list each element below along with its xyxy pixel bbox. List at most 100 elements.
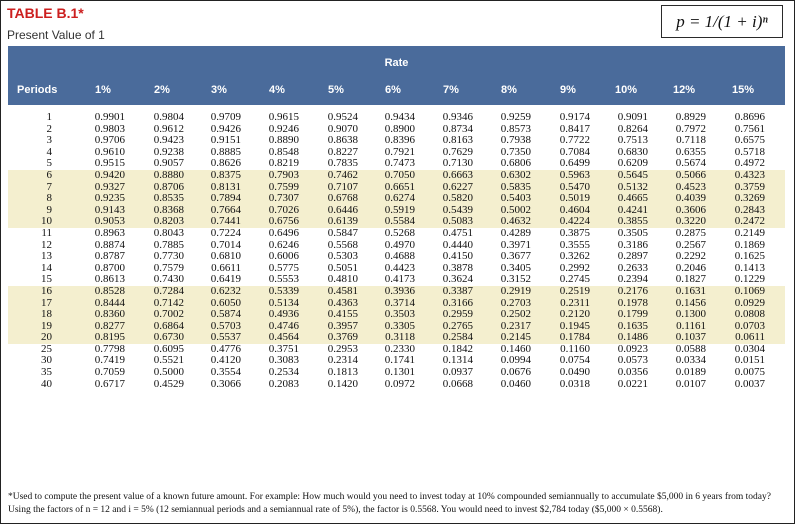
factor-cell: 0.2046 <box>675 261 706 274</box>
factor-cell: 0.3262 <box>559 250 590 263</box>
factor-cell: 0.9612 <box>153 122 184 135</box>
table-row: 8 0.9235 0.8535 0.7894 0.7307 0.6768 0.6274 0.5… <box>8 192 785 205</box>
factor-cell: 0.6095 <box>153 342 184 355</box>
factor-cell: 0.1741 <box>384 354 415 367</box>
table-row: 18 0.8360 0.7002 0.5874 0.4936 0.4155 0.3503 0.… <box>8 308 785 321</box>
factor-cell: 0.0703 <box>734 319 765 332</box>
factor-cell: 0.3220 <box>675 215 706 228</box>
factor-cell: 0.4155 <box>327 308 358 321</box>
factor-cell: 0.9709 <box>210 111 241 123</box>
factor-cell: 0.1486 <box>617 331 648 344</box>
factor-cell: 0.1635 <box>617 319 648 332</box>
factor-cell: 0.3083 <box>268 354 299 367</box>
table-row: 15 0.8613 0.7430 0.6419 0.5553 0.4810 0.4173 0.… <box>8 273 785 286</box>
factor-cell: 0.4039 <box>675 192 706 205</box>
table-row: 5 0.9515 0.9057 0.8626 0.8219 0.7835 0.7473 0.7… <box>8 157 785 170</box>
factor-cell: 0.7561 <box>734 122 765 135</box>
factor-cell: 0.2633 <box>617 261 648 274</box>
factor-cell: 0.7419 <box>94 354 125 367</box>
factor-cell: 0.6006 <box>268 250 299 263</box>
factor-cell: 0.5703 <box>210 319 241 332</box>
factor-cell: 0.5775 <box>268 261 299 274</box>
factor-cell: 0.3714 <box>384 296 415 309</box>
factor-cell: 0.9057 <box>153 157 184 170</box>
factor-cell: 0.5066 <box>675 168 706 181</box>
period-cell: 35 <box>41 366 52 379</box>
factor-cell: 0.3677 <box>500 250 531 263</box>
table-title: TABLE B.1* <box>7 5 84 21</box>
factor-cell: 0.4120 <box>210 354 241 367</box>
factor-cell: 0.8195 <box>94 331 125 344</box>
table-row: 30 0.7419 0.5521 0.4120 0.3083 0.2314 0.1741 0.… <box>8 354 785 367</box>
factor-cell: 0.5132 <box>617 180 648 193</box>
factor-cell: 0.8528 <box>94 284 125 297</box>
factor-cell: 0.1784 <box>559 331 590 344</box>
factor-cell: 0.5051 <box>327 261 358 274</box>
factor-cell: 0.7885 <box>153 238 184 251</box>
table-row: 12 0.8874 0.7885 0.7014 0.6246 0.5568 0.4970 0.… <box>8 238 785 252</box>
factor-cell: 0.0037 <box>734 377 765 390</box>
factor-cell: 0.2502 <box>500 308 531 321</box>
factor-cell: 0.8874 <box>94 238 125 251</box>
factor-cell: 0.7798 <box>94 342 125 355</box>
factor-cell: 0.9803 <box>94 122 125 135</box>
period-cell: 19 <box>41 319 52 332</box>
table-row: 10 0.9053 0.8203 0.7441 0.6756 0.6139 0.5584 0.… <box>8 215 785 228</box>
factor-cell: 0.2314 <box>327 354 358 367</box>
factor-cell: 0.8696 <box>734 111 765 123</box>
factor-cell: 0.1827 <box>675 273 706 286</box>
factor-cell: 0.4423 <box>384 261 415 274</box>
factor-cell: 0.9610 <box>94 145 125 158</box>
factor-cell: 0.1869 <box>734 238 765 251</box>
factor-cell: 0.8396 <box>384 134 415 147</box>
factor-cell: 0.6302 <box>500 168 531 181</box>
factor-cell: 0.6756 <box>268 215 299 228</box>
factor-cell: 0.6806 <box>500 157 531 170</box>
table-row: 14 0.8700 0.7579 0.6611 0.5775 0.5051 0.4423 0.… <box>8 261 785 275</box>
factor-cell: 0.7730 <box>153 250 184 263</box>
factor-cell: 0.5919 <box>384 203 415 216</box>
factor-cell: 0.6717 <box>94 377 125 390</box>
formula-box: p = 1/(1 + i)ⁿ <box>661 5 783 38</box>
factor-cell: 0.8573 <box>500 122 531 135</box>
factor-cell: 0.4972 <box>734 157 765 170</box>
factor-cell: 0.2519 <box>559 284 590 297</box>
factor-cell: 0.1413 <box>734 261 765 274</box>
factor-cell: 0.7972 <box>675 122 706 135</box>
factor-cell: 0.8219 <box>268 157 299 170</box>
factor-cell: 0.2394 <box>617 273 648 286</box>
factor-cell: 0.7938 <box>500 134 531 147</box>
factor-cell: 0.6209 <box>617 157 648 170</box>
factor-cell: 0.7130 <box>442 157 473 170</box>
table-row: 6 0.9420 0.8880 0.8375 0.7903 0.7462 0.7050 0.6… <box>8 168 785 182</box>
factor-cell: 0.8227 <box>327 145 358 158</box>
table-row: 16 0.8528 0.7284 0.6232 0.5339 0.4581 0.3936 0.… <box>8 284 785 298</box>
factor-cell: 0.6768 <box>327 192 358 205</box>
factor-cell: 0.1945 <box>559 319 590 332</box>
factor-cell: 0.7118 <box>676 134 706 147</box>
factor-cell: 0.1301 <box>384 366 415 379</box>
factor-cell: 0.8900 <box>384 122 415 135</box>
factor-cell: 0.5403 <box>500 192 531 205</box>
factor-cell: 0.1460 <box>500 342 531 355</box>
factor-cell: 0.3066 <box>210 377 241 390</box>
table-row: 25 0.7798 0.6095 0.4776 0.3751 0.2953 0.2330 0.… <box>8 342 785 356</box>
factor-cell: 0.4224 <box>559 215 590 228</box>
factor-cell: 0.7084 <box>559 145 590 158</box>
factor-cell: 0.0189 <box>675 366 706 379</box>
factor-cell: 0.4363 <box>327 296 358 309</box>
factor-cell: 0.8613 <box>94 273 125 286</box>
factor-cell: 0.7107 <box>327 180 358 193</box>
factor-cell: 0.9235 <box>94 192 125 205</box>
factor-cell: 0.9327 <box>94 180 125 193</box>
factor-cell: 0.8734 <box>442 122 473 135</box>
period-cell: 10 <box>41 215 52 228</box>
factor-cell: 0.8043 <box>153 226 184 239</box>
factor-cell: 0.2584 <box>442 331 473 344</box>
factor-cell: 0.8700 <box>94 261 125 274</box>
factor-cell: 0.3957 <box>327 319 358 332</box>
factor-cell: 0.6575 <box>734 134 765 147</box>
rate-header: 9% <box>560 84 576 96</box>
factor-cell: 0.9434 <box>384 111 415 123</box>
period-cell: 16 <box>41 284 52 297</box>
